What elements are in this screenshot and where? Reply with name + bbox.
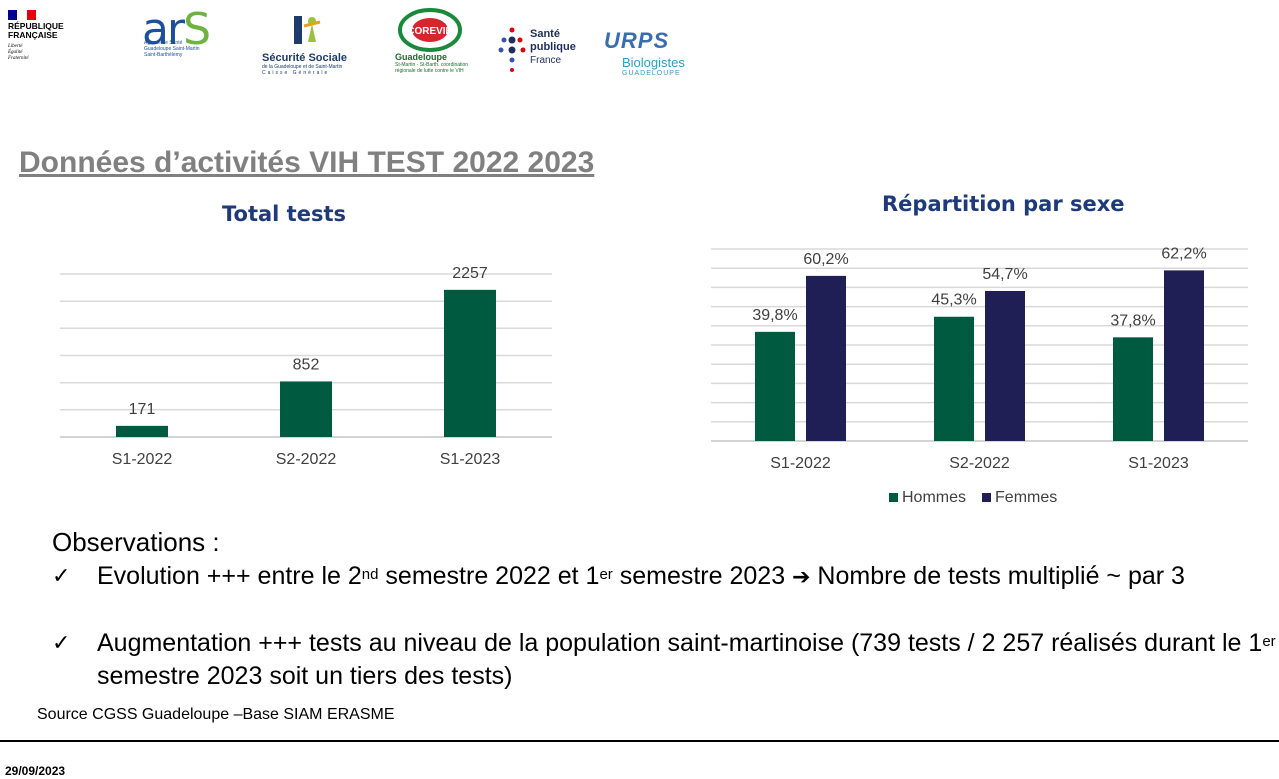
x-tick-label: S1-2022 bbox=[112, 451, 173, 468]
total-tests-chart-title: Total tests bbox=[222, 202, 347, 226]
data-label-femmes-S1-2022: 60,2% bbox=[803, 251, 848, 268]
ars-logo-subtitle: Agence de Santé Guadeloupe Saint-Martin … bbox=[144, 40, 200, 58]
bar-femmes-S2-2022 bbox=[985, 290, 1025, 441]
bar-hommes-S1-2023 bbox=[1113, 337, 1153, 441]
observations-heading: Observations : bbox=[52, 527, 220, 557]
bar-total-S1-2023 bbox=[444, 289, 496, 437]
sex-distribution-chart: 39,8% 60,2% S1-2022 45,3% 54,7% S2-2022 37,8% 6… bbox=[711, 245, 1248, 506]
footer-divider bbox=[0, 740, 1279, 742]
bar-femmes-S1-2023 bbox=[1164, 270, 1204, 441]
x-tick-label: S1-2022 bbox=[770, 455, 831, 472]
sante-publique-dots-icon bbox=[498, 27, 526, 72]
observation-text-2: Augmentation +++ tests au niveau de la p… bbox=[97, 629, 1276, 690]
data-label-femmes-S1-2023: 62,2% bbox=[1161, 245, 1206, 262]
checkmark-icon: ✓ bbox=[52, 631, 71, 656]
bar-femmes-S1-2022 bbox=[806, 275, 846, 441]
corevih-logo-mark: COREVIH bbox=[407, 26, 453, 37]
x-tick-label: S1-2023 bbox=[1128, 455, 1189, 472]
arrow-right-icon: ➔ bbox=[792, 565, 811, 590]
securite-sociale-logo-icon bbox=[294, 16, 321, 44]
bar-hommes-S1-2022 bbox=[755, 331, 795, 441]
ars-logo: arS bbox=[142, 4, 211, 55]
republique-motto: Liberté Égalité Fraternité bbox=[8, 44, 29, 61]
total-tests-chart: 171 S1-2022 852 S2-2022 2257 S1-2023 bbox=[60, 265, 552, 468]
page-title: Données d’activités VIH TEST 2022 2023 bbox=[19, 146, 595, 179]
urps-logo-mark: URPS bbox=[604, 28, 670, 53]
data-label-total-S1-2023: 2257 bbox=[452, 265, 488, 282]
bar-hommes-S2-2022 bbox=[934, 316, 974, 441]
data-label-total-S2-2022: 852 bbox=[293, 356, 320, 373]
bar-total-S2-2022 bbox=[280, 381, 332, 437]
x-tick-label: S1-2023 bbox=[440, 451, 501, 468]
corevih-logo-subtitle: St-Martin - St-Barth. coordination régio… bbox=[395, 62, 469, 74]
data-label-hommes-S1-2023: 37,8% bbox=[1110, 312, 1155, 329]
securite-sociale-logo-name: Sécurité Sociale bbox=[262, 52, 347, 64]
legend-swatch-hommes bbox=[889, 493, 898, 502]
x-tick-label: S2-2022 bbox=[949, 455, 1010, 472]
data-label-femmes-S2-2022: 54,7% bbox=[982, 266, 1027, 283]
corevih-logo-icon: COREVIH bbox=[398, 8, 462, 52]
observation-text-1: Evolution +++ entre le 2nd semestre 2022… bbox=[97, 562, 1185, 590]
checkmark-icon: ✓ bbox=[52, 564, 71, 589]
x-tick-label: S2-2022 bbox=[276, 451, 337, 468]
data-source: Source CGSS Guadeloupe –Base SIAM ERASME bbox=[37, 706, 395, 723]
legend-swatch-femmes bbox=[982, 493, 992, 502]
data-label-hommes-S1-2022: 39,8% bbox=[752, 307, 797, 324]
sante-publique-logo: Santé publique France bbox=[530, 28, 576, 66]
urps-logo-name: Biologistes bbox=[622, 55, 685, 70]
urps-logo-region: GUADELOUPE bbox=[622, 70, 681, 77]
securite-sociale-logo-subtitle: de la Guadeloupe et de Saint-Martin Cais… bbox=[262, 64, 343, 76]
data-label-total-S1-2022: 171 bbox=[129, 401, 156, 418]
legend-label-hommes: Hommes bbox=[902, 489, 966, 506]
legend-label-femmes: Femmes bbox=[995, 489, 1057, 506]
footer-date: 29/09/2023 bbox=[5, 764, 66, 778]
sex-distribution-chart-title: Répartition par sexe bbox=[882, 192, 1125, 216]
republique-francaise-logo-text: RÉPUBLIQUE FRANÇAISE bbox=[8, 21, 64, 40]
data-label-hommes-S2-2022: 45,3% bbox=[931, 292, 976, 309]
corevih-logo-name: Guadeloupe bbox=[395, 52, 448, 62]
republique-flag-icon bbox=[8, 10, 36, 20]
bar-total-S1-2022 bbox=[116, 425, 168, 437]
